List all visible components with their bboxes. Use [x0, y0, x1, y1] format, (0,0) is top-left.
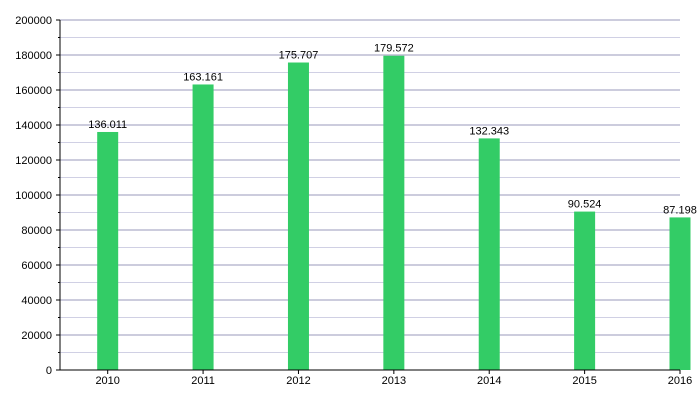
bar — [97, 131, 119, 370]
y-tick-label: 80000 — [21, 225, 52, 237]
x-tick-label: 2013 — [382, 375, 406, 387]
x-tick-label: 2014 — [477, 375, 501, 387]
data-label: 175.707 — [279, 50, 319, 62]
data-label: 179.572 — [374, 43, 414, 55]
data-label: 136.011 — [88, 119, 127, 131]
y-tick-label: 160000 — [15, 85, 52, 97]
x-tick-label: 2015 — [572, 375, 596, 387]
bar — [574, 211, 596, 370]
bars — [97, 55, 691, 371]
x-tick-label: 2010 — [95, 375, 119, 387]
data-label: 90.524 — [568, 199, 602, 211]
y-tick-label: 200000 — [15, 15, 52, 27]
y-tick-label: 120000 — [15, 155, 52, 167]
bar — [478, 138, 500, 370]
y-tick-label: 100000 — [15, 190, 52, 202]
x-tick-label: 2016 — [668, 375, 692, 387]
x-tick-label: 2011 — [191, 375, 215, 387]
y-tick-label: 0 — [46, 365, 52, 377]
data-label: 163.161 — [183, 71, 223, 83]
data-label: 132.343 — [469, 125, 509, 137]
bar — [383, 55, 405, 371]
bar — [192, 84, 214, 370]
bar — [287, 62, 309, 370]
y-tick-label: 180000 — [15, 50, 52, 62]
x-tick-label: 2012 — [286, 375, 310, 387]
data-label: 87.198 — [663, 204, 697, 216]
y-tick-label: 20000 — [21, 330, 52, 342]
y-tick-label: 60000 — [21, 260, 52, 272]
y-tick-label: 140000 — [15, 120, 52, 132]
axes — [56, 19, 681, 374]
labels: 0 20000 40000 60000 80000 100000 120000 140000 1… — [15, 15, 697, 387]
bar — [669, 217, 691, 370]
y-tick-label: 40000 — [21, 295, 52, 307]
